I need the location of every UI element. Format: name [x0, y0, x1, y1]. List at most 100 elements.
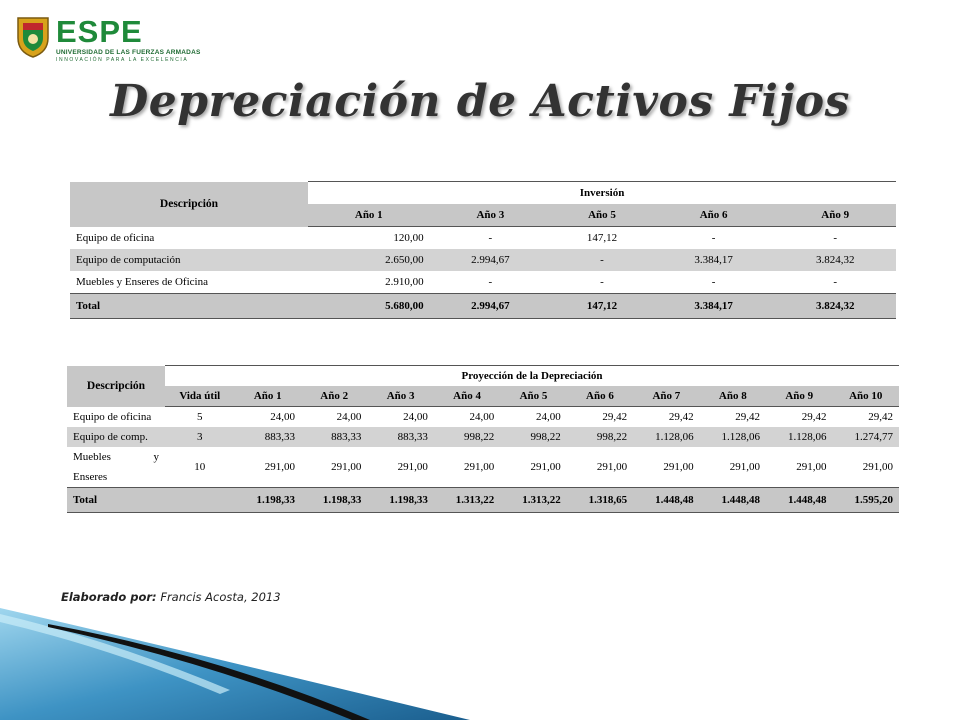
investment-col-header: Año 9: [774, 204, 896, 227]
total-cell: 1.448,48: [699, 487, 767, 513]
credit-line: Elaborado por: Francis Acosta, 2013: [61, 590, 281, 604]
depreciation-col-header: Año 7: [633, 386, 700, 407]
table-cell: 291,00: [566, 447, 634, 488]
swoosh-blue-shape: [0, 608, 470, 720]
table-cell: 29,42: [766, 406, 833, 427]
total-cell: 5.680,00: [308, 293, 430, 319]
table-cell: 883,33: [300, 427, 368, 447]
table-row: Equipo de oficina 5 24,00 24,00 24,00 24…: [67, 406, 899, 427]
table-cell: 24,00: [300, 406, 368, 427]
total-cell: 3.824,32: [774, 293, 896, 319]
table-row: Muebles y Enseres 10 291,00 291,00 291,0…: [67, 447, 899, 488]
investment-description-header: Descripción: [70, 181, 308, 227]
table-cell: 29,42: [832, 406, 899, 427]
investment-col-header: Año 3: [429, 204, 552, 227]
depreciation-col-header: Año 8: [699, 386, 767, 407]
depreciation-table: Descripción Proyección de la Depreciació…: [67, 365, 899, 513]
table-cell: 120,00: [308, 226, 430, 249]
total-row: Total 5.680,00 2.994,67 147,12 3.384,17 …: [70, 293, 896, 319]
table-cell: -: [429, 271, 552, 294]
table-cell: 29,42: [566, 406, 634, 427]
decorative-swoosh: [0, 608, 470, 720]
row-label-part: Muebles: [73, 451, 111, 463]
total-cell: 1.313,22: [500, 487, 567, 513]
table-cell: 3.384,17: [652, 249, 775, 271]
depreciation-col-header: Año 1: [234, 386, 301, 407]
espe-logo: ESPE UNIVERSIDAD DE LAS FUERZAS ARMADAS …: [14, 14, 200, 63]
table-cell: 1.128,06: [633, 427, 700, 447]
table-cell: 291,00: [633, 447, 700, 488]
slide-title: Depreciación de Activos Fijos: [110, 76, 850, 127]
credit-author: Francis Acosta, 2013: [160, 590, 281, 604]
table-cell: 147,12: [551, 226, 653, 249]
table-cell: 291,00: [500, 447, 567, 488]
logo-brand-text: ESPE: [56, 14, 143, 49]
investment-col-header: Año 5: [551, 204, 653, 227]
table-cell: 24,00: [234, 406, 301, 427]
table-cell: 29,42: [633, 406, 700, 427]
total-cell: 1.198,33: [367, 487, 434, 513]
table-cell: 291,00: [433, 447, 501, 488]
credit-label: Elaborado por:: [61, 590, 157, 604]
depreciation-col-header: Año 10: [832, 386, 899, 407]
row-label: Equipo de computación: [70, 249, 308, 271]
table-cell: -: [652, 226, 775, 249]
row-label-part: Enseres: [73, 471, 108, 483]
total-cell: 1.318,65: [566, 487, 634, 513]
table-cell: 5: [165, 406, 235, 427]
row-label-part: y: [153, 451, 160, 463]
table-cell: -: [551, 271, 653, 294]
investment-col-header: Año 1: [308, 204, 430, 227]
total-label: Total: [67, 487, 165, 513]
depreciation-col-header: Año 6: [566, 386, 634, 407]
table-cell: 24,00: [433, 406, 501, 427]
depreciation-group-header: Proyección de la Depreciación: [165, 365, 899, 386]
table-cell: 3.824,32: [774, 249, 896, 271]
table-row: Equipo de comp. 3 883,33 883,33 883,33 9…: [67, 427, 899, 447]
investment-group-header: Inversión: [308, 181, 896, 204]
logo-university-name: UNIVERSIDAD DE LAS FUERZAS ARMADAS: [56, 49, 201, 56]
logo-tagline: INNOVACIÓN PARA LA EXCELENCIA: [56, 57, 189, 63]
table-cell: 291,00: [766, 447, 833, 488]
table-cell: 291,00: [300, 447, 368, 488]
total-cell: [165, 487, 235, 513]
investment-col-header: Año 6: [652, 204, 775, 227]
investment-table: Descripción Inversión Año 1 Año 3 Año 5 …: [70, 181, 896, 319]
depreciation-col-header: Año 4: [433, 386, 501, 407]
table-cell: 291,00: [234, 447, 301, 488]
table-cell: 291,00: [367, 447, 434, 488]
total-cell: 1.595,20: [832, 487, 899, 513]
row-label: Muebles y Enseres de Oficina: [70, 271, 308, 294]
table-row: Equipo de oficina 120,00 - 147,12 - -: [70, 226, 896, 249]
swoosh-light-streak: [0, 614, 230, 694]
total-cell: 1.198,33: [300, 487, 368, 513]
table-cell: 998,22: [566, 427, 634, 447]
table-cell: -: [652, 271, 775, 294]
total-cell: 1.313,22: [433, 487, 501, 513]
total-cell: 2.994,67: [429, 293, 552, 319]
table-row: Muebles y Enseres de Oficina 2.910,00 - …: [70, 271, 896, 294]
depreciation-col-header: Año 5: [500, 386, 567, 407]
table-cell: 883,33: [367, 427, 434, 447]
table-cell: 1.128,06: [699, 427, 767, 447]
depreciation-description-header: Descripción: [67, 365, 165, 407]
depreciation-col-header: Año 3: [367, 386, 434, 407]
table-cell: 24,00: [367, 406, 434, 427]
row-label: Muebles y Enseres: [67, 447, 165, 488]
table-cell: 1.128,06: [766, 427, 833, 447]
row-label: Equipo de comp.: [67, 427, 165, 447]
table-cell: -: [551, 249, 653, 271]
table-cell: 998,22: [500, 427, 567, 447]
table-cell: 24,00: [500, 406, 567, 427]
table-cell: 291,00: [699, 447, 767, 488]
table-cell: -: [774, 271, 896, 294]
depreciation-col-header: Año 2: [300, 386, 368, 407]
row-label: Equipo de oficina: [67, 406, 165, 427]
table-cell: 1.274,77: [832, 427, 899, 447]
table-cell: 3: [165, 427, 235, 447]
university-crest-icon: [17, 17, 49, 58]
table-cell: 2.910,00: [308, 271, 430, 294]
table-cell: 2.994,67: [429, 249, 552, 271]
table-cell: 883,33: [234, 427, 301, 447]
table-row: Equipo de computación 2.650,00 2.994,67 …: [70, 249, 896, 271]
